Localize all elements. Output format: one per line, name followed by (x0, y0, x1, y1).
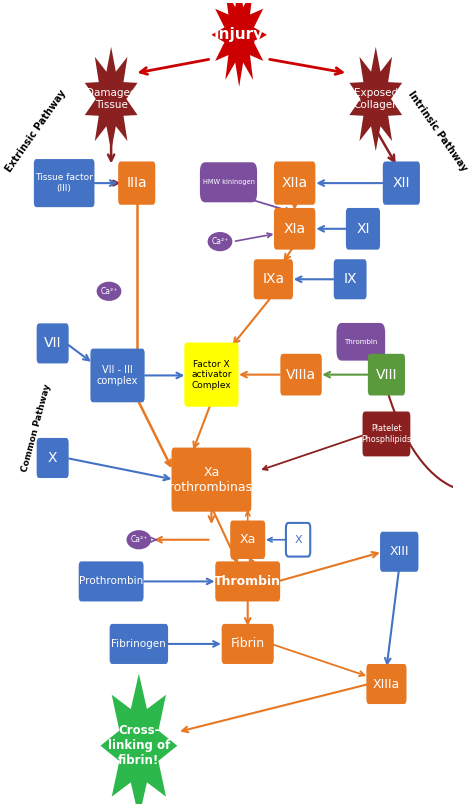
FancyBboxPatch shape (368, 353, 405, 395)
Text: Fibrin: Fibrin (231, 638, 265, 650)
FancyBboxPatch shape (36, 324, 69, 363)
Text: IXa: IXa (262, 272, 284, 286)
Text: XIa: XIa (283, 222, 306, 236)
FancyBboxPatch shape (274, 161, 315, 205)
Text: Ca²⁺: Ca²⁺ (211, 237, 228, 246)
Text: Tissue factor
(III): Tissue factor (III) (35, 174, 93, 193)
Polygon shape (349, 47, 402, 151)
Text: Prothrombin: Prothrombin (79, 576, 143, 587)
Polygon shape (85, 47, 137, 151)
FancyBboxPatch shape (383, 161, 420, 205)
FancyBboxPatch shape (380, 532, 419, 572)
Text: XII: XII (392, 176, 410, 190)
Text: Damaged
Tissue: Damaged Tissue (86, 88, 137, 110)
FancyBboxPatch shape (254, 259, 293, 299)
Text: VII - III
complex: VII - III complex (97, 365, 138, 387)
FancyBboxPatch shape (109, 624, 168, 664)
FancyBboxPatch shape (34, 159, 94, 207)
FancyBboxPatch shape (274, 208, 315, 249)
Text: Factor X
activator
Complex: Factor X activator Complex (191, 360, 232, 390)
Ellipse shape (208, 232, 232, 251)
FancyBboxPatch shape (363, 412, 410, 457)
Text: HMW kininogen: HMW kininogen (202, 179, 255, 186)
FancyBboxPatch shape (200, 162, 257, 203)
Ellipse shape (97, 282, 121, 301)
FancyBboxPatch shape (222, 624, 274, 664)
Text: X: X (48, 451, 57, 465)
Text: IIIa: IIIa (127, 176, 147, 190)
Text: XIIa: XIIa (282, 176, 308, 190)
FancyBboxPatch shape (118, 161, 155, 205)
Polygon shape (211, 0, 267, 87)
FancyBboxPatch shape (280, 353, 322, 395)
FancyBboxPatch shape (366, 664, 407, 704)
Text: VIII: VIII (376, 368, 397, 382)
Text: VII: VII (44, 337, 62, 350)
Ellipse shape (127, 530, 151, 550)
Text: Cross-
linking of
fibrin!: Cross- linking of fibrin! (108, 724, 170, 767)
Text: Ca²⁺: Ca²⁺ (130, 535, 147, 544)
Text: Platelet
Phosphlipids: Platelet Phosphlipids (361, 424, 411, 444)
FancyBboxPatch shape (346, 208, 380, 249)
Text: Thrombin: Thrombin (214, 575, 281, 588)
Text: Thrombin: Thrombin (344, 339, 377, 345)
Text: Extrinsic Pathway: Extrinsic Pathway (4, 88, 69, 174)
FancyBboxPatch shape (184, 343, 238, 407)
FancyBboxPatch shape (79, 562, 144, 601)
Text: XIIIa: XIIIa (373, 678, 400, 691)
Text: IX: IX (343, 272, 357, 286)
Text: Xa
(prothrombinase): Xa (prothrombinase) (157, 466, 266, 494)
Text: XIII: XIII (390, 546, 409, 558)
FancyBboxPatch shape (36, 438, 69, 478)
Text: VIIIa: VIIIa (286, 368, 316, 382)
Text: X: X (294, 535, 302, 545)
Text: Injury: Injury (214, 27, 264, 42)
Text: Xa: Xa (239, 533, 256, 546)
Text: Exposed
Collagen: Exposed Collagen (353, 88, 399, 110)
FancyBboxPatch shape (172, 448, 251, 512)
Text: Intrinsic Pathway: Intrinsic Pathway (406, 89, 469, 173)
Text: Ca²⁺: Ca²⁺ (100, 286, 118, 296)
FancyBboxPatch shape (91, 349, 145, 403)
FancyBboxPatch shape (334, 259, 366, 299)
Text: Fibrinogen: Fibrinogen (111, 639, 166, 649)
Text: XI: XI (356, 222, 370, 236)
Text: Common Pathway: Common Pathway (20, 383, 53, 473)
FancyBboxPatch shape (337, 323, 385, 361)
FancyBboxPatch shape (230, 521, 265, 559)
Polygon shape (100, 674, 177, 807)
FancyBboxPatch shape (215, 562, 280, 601)
